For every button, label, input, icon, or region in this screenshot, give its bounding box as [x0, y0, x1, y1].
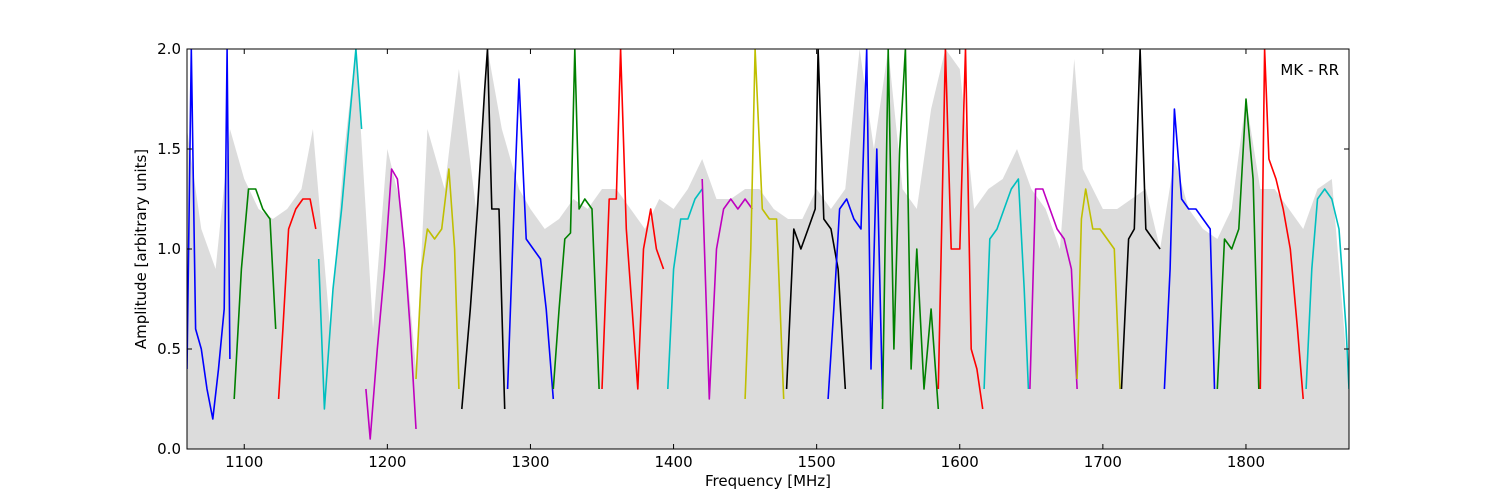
- series-line-19: [1076, 188, 1121, 390]
- series-line-10: [667, 188, 703, 390]
- series-line-14: [827, 49, 884, 400]
- plot-content: [187, 49, 1349, 449]
- series-line-16: [937, 49, 984, 410]
- series-line-4: [365, 168, 417, 440]
- series-line-20: [1120, 49, 1161, 390]
- x-axis-label: Frequency [MHz]: [705, 472, 831, 490]
- series-line-12: [744, 49, 785, 400]
- series-line-21: [1163, 108, 1216, 390]
- x-tick-label: 1600: [941, 453, 979, 471]
- series-line-1: [233, 188, 277, 400]
- y-tick-label: 2.0: [157, 40, 181, 58]
- series-line-24: [1305, 188, 1349, 390]
- series-line-17: [983, 178, 1030, 390]
- series-line-11: [701, 178, 753, 400]
- series-line-3: [317, 49, 363, 410]
- axis-ticks: 1100 1200 1300 1400 1500 1600 1700 1800 0.0 0.5 1.…: [157, 40, 1349, 471]
- series-line-18: [1029, 188, 1078, 390]
- y-axis-label: Amplitude [arbitrary units]: [132, 149, 150, 349]
- x-tick-label: 1100: [225, 453, 263, 471]
- y-tick-label: 1.0: [157, 240, 181, 258]
- series-line-23: [1259, 49, 1304, 400]
- series-line-0: [187, 49, 231, 420]
- chart-annotation: MK - RR: [1280, 61, 1339, 79]
- x-tick-label: 1700: [1084, 453, 1122, 471]
- x-tick-label: 1400: [654, 453, 692, 471]
- background-envelope: [187, 49, 1349, 449]
- series-line-9: [601, 49, 665, 390]
- x-tick-label: 1800: [1227, 453, 1265, 471]
- y-tick-label: 0.5: [157, 340, 181, 358]
- y-tick-label: 1.5: [157, 140, 181, 158]
- series-line-7: [506, 78, 555, 400]
- x-tick-label: 1200: [368, 453, 406, 471]
- series-line-13: [785, 49, 847, 390]
- series-line-15: [881, 49, 940, 410]
- series-line-5: [415, 168, 460, 390]
- series-line-2: [277, 198, 317, 400]
- y-tick-label: 0.0: [157, 440, 181, 458]
- series-line-6: [461, 49, 506, 410]
- series-line-8: [552, 49, 600, 390]
- x-tick-label: 1300: [511, 453, 549, 471]
- series-line-22: [1216, 98, 1260, 390]
- x-tick-label: 1500: [798, 453, 836, 471]
